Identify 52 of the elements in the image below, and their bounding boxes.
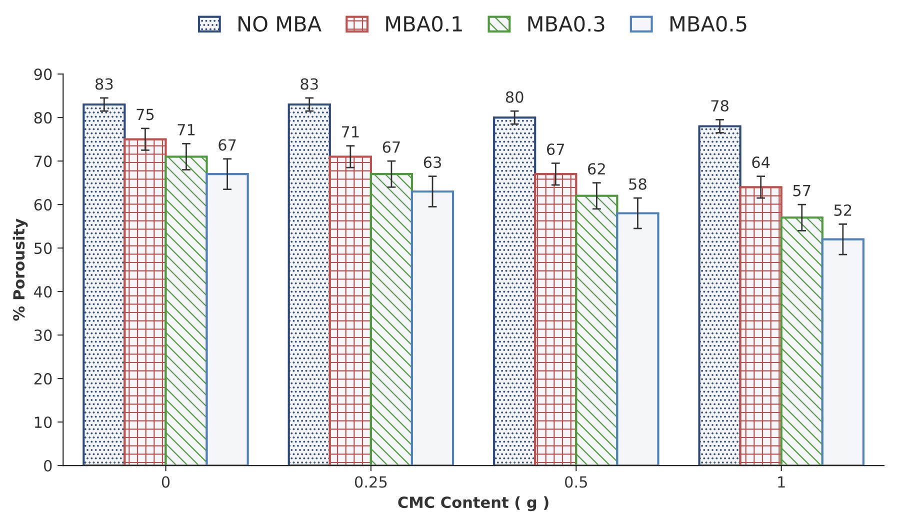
bar [164,156,208,466]
bar [206,173,249,466]
y-tick-label: 20 [34,372,52,385]
bar [616,212,660,466]
data-label: 80 [506,91,524,103]
bar [575,194,618,466]
data-label: 63 [424,156,442,168]
data-label: 62 [588,163,605,175]
bar [698,125,742,466]
y-tick-label: 80 [34,112,52,124]
x-tick-label: 1 [778,476,785,488]
y-axis-title: % Porousity [12,218,28,321]
data-label: 71 [342,126,359,138]
y-tick-label: 30 [34,330,52,342]
y-tick-label: 10 [34,416,52,428]
data-label: 83 [95,78,113,90]
y-tick-label: 60 [34,199,52,211]
x-tick-label: 0 [162,476,170,488]
y-tick-label: 0 [44,460,52,472]
data-label: 71 [178,124,195,136]
data-label: 83 [300,78,318,90]
bar [534,173,578,466]
data-label: 67 [546,143,564,156]
bar [82,103,126,466]
bar [780,216,824,466]
data-label: 67 [382,141,400,153]
y-tick-label: 50 [34,242,52,254]
y-tick-label: 40 [34,286,52,298]
data-label: 64 [752,156,770,168]
bar [739,186,782,466]
data-label: 67 [218,139,236,151]
data-label: 78 [711,100,728,112]
bar [124,138,167,466]
data-label: 57 [793,185,810,196]
legend-label: MBA0.5 [670,16,746,32]
y-tick-label: 90 [34,68,52,80]
x-axis-title: CMC Content ( g ) [398,496,548,512]
bar [288,103,331,466]
legend-label: MBA0.3 [528,16,604,32]
bar [370,173,414,466]
x-tick-label: 0.25 [354,476,387,488]
legend-label: NO MBA [238,16,322,32]
bar [821,238,864,466]
data-label: 52 [834,204,852,216]
legend-label: MBA0.1 [386,16,462,32]
data-label: 58 [629,178,646,190]
bar [410,190,454,466]
x-tick-label: 0.5 [565,476,587,488]
bar [493,116,536,466]
bar [328,156,372,466]
y-tick-label: 70 [34,156,52,168]
data-label: 75 [136,108,154,120]
